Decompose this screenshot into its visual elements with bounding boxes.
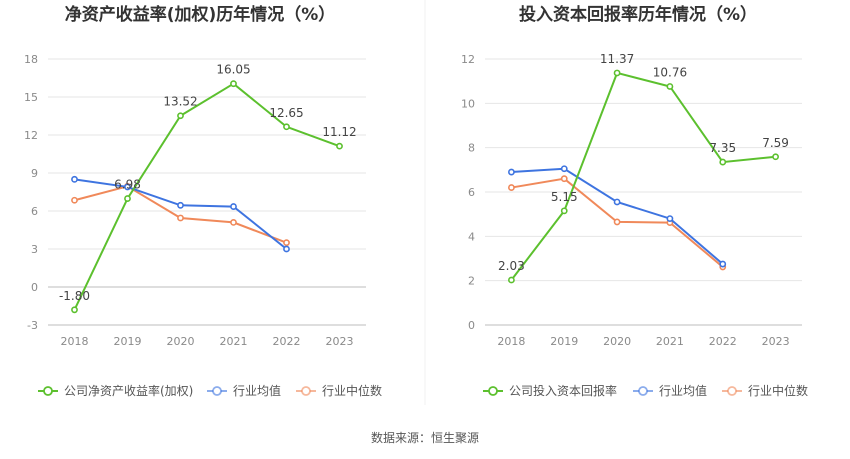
x-tick-label: 2020 [167, 335, 195, 348]
x-tick-label: 2021 [220, 335, 248, 348]
legend-label: 行业均值 [659, 383, 707, 398]
data-point [719, 158, 727, 166]
legend-industry-median[interactable]: 行业中位数 [722, 383, 808, 398]
y-tick-label: 3 [31, 243, 38, 256]
legend-circle-marker [488, 386, 498, 396]
data-point [71, 175, 78, 183]
data-label: 16.05 [216, 63, 250, 77]
x-tick-label: 2020 [603, 335, 631, 348]
data-point [719, 260, 727, 268]
x-tick-label: 2019 [114, 335, 142, 348]
data-label: 6.98 [114, 178, 141, 192]
data-source-note: 数据来源：恒生聚源 [371, 430, 479, 445]
data-label: -1.80 [59, 289, 90, 303]
x-tick-label: 2021 [656, 335, 684, 348]
data-label: 5.15 [551, 190, 578, 204]
chart-title: 净资产收益率(加权)历年情况（%） [65, 4, 336, 25]
data-point [283, 239, 290, 247]
roic-chart: 投入资本回报率历年情况（%） 0 2 4 6 8 10 12 2018 2019 2020 2021 2… [461, 4, 808, 398]
legend-industry-mean[interactable]: 行业均值 [207, 383, 281, 398]
data-point [336, 142, 343, 150]
data-point [772, 153, 779, 161]
legend-company[interactable]: 公司投入资本回报率 [483, 383, 617, 398]
y-tick-label: 6 [468, 186, 475, 199]
data-point [613, 69, 621, 77]
y-tick-label: 10 [461, 97, 475, 110]
y-tick-label: 4 [468, 230, 475, 243]
legend-circle-marker [301, 386, 311, 396]
x-tick-label: 2023 [762, 335, 790, 348]
data-point [177, 201, 184, 209]
data-point [71, 196, 78, 204]
series-line-industry-mean [74, 178, 288, 250]
data-label: 13.52 [163, 95, 197, 109]
legend-label: 行业中位数 [322, 383, 382, 398]
x-tick-label: 2018 [61, 335, 89, 348]
data-point [230, 80, 237, 88]
series-line-industry-median [74, 185, 287, 244]
y-tick-label: 2 [468, 275, 475, 288]
y-tick-label: 0 [31, 281, 38, 294]
legend-label: 公司投入资本回报率 [509, 383, 617, 398]
data-point [508, 184, 515, 191]
data-point [124, 183, 131, 191]
y-tick-label: 8 [468, 142, 475, 155]
legend-label: 公司净资产收益率(加权) [64, 383, 193, 398]
roe-chart: 净资产收益率(加权)历年情况（%） -3 0 3 6 9 12 15 18 2018 2019 202… [24, 4, 382, 398]
data-point [177, 112, 184, 120]
data-point [230, 218, 237, 226]
data-point [508, 276, 515, 284]
legend-label: 行业中位数 [748, 383, 808, 398]
data-point [230, 203, 237, 210]
y-tick-label: 9 [31, 167, 38, 180]
series-line-company [73, 82, 340, 311]
data-label: 10.76 [653, 65, 687, 79]
x-tick-label: 2023 [326, 335, 354, 348]
x-tick-label: 2018 [497, 335, 525, 348]
legend-circle-marker [43, 386, 53, 396]
data-point [177, 214, 184, 222]
legend-circle-marker [638, 386, 648, 396]
x-tick-label: 2022 [273, 335, 301, 348]
y-tick-label: 12 [461, 53, 475, 66]
data-point [124, 195, 131, 202]
legend-circle-marker [212, 386, 222, 396]
legend-circle-marker [727, 386, 737, 396]
y-tick-label: -3 [27, 319, 38, 332]
x-tick-label: 2022 [709, 335, 737, 348]
data-point [283, 245, 290, 253]
data-point [560, 165, 568, 173]
legend-industry-median[interactable]: 行业中位数 [296, 383, 382, 398]
y-tick-label: 0 [468, 319, 475, 332]
series-line-company [510, 71, 776, 281]
legend-company[interactable]: 公司净资产收益率(加权) [38, 383, 193, 398]
y-tick-label: 12 [24, 129, 38, 142]
chart-title: 投入资本回报率历年情况（%） [519, 4, 757, 25]
data-label: 11.37 [600, 52, 634, 66]
data-label: 12.65 [269, 106, 303, 120]
data-point [71, 306, 78, 314]
data-point [666, 83, 674, 90]
data-label: 7.35 [709, 141, 736, 155]
y-tick-label: 6 [31, 205, 38, 218]
data-point [283, 123, 290, 131]
data-label: 2.03 [498, 259, 525, 273]
data-label: 7.59 [762, 136, 789, 150]
data-point [560, 207, 568, 215]
legend-industry-mean[interactable]: 行业均值 [633, 383, 707, 398]
data-point [508, 168, 515, 176]
data-point [613, 218, 621, 226]
data-point [613, 198, 621, 206]
y-tick-label: 18 [24, 53, 38, 66]
data-point [666, 215, 674, 222]
legend-label: 行业均值 [233, 383, 281, 398]
data-label: 11.12 [322, 125, 356, 139]
x-tick-label: 2019 [550, 335, 578, 348]
y-tick-label: 15 [24, 91, 38, 104]
data-point [560, 175, 568, 183]
